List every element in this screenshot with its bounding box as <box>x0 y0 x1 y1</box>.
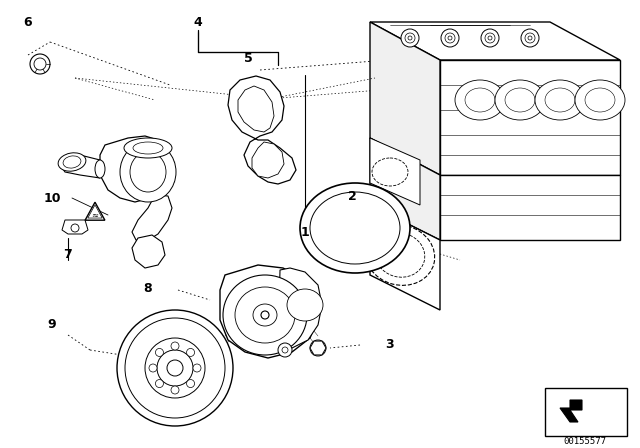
Ellipse shape <box>58 153 86 171</box>
Ellipse shape <box>235 287 295 343</box>
Circle shape <box>528 36 532 40</box>
Circle shape <box>157 350 193 386</box>
Text: 10: 10 <box>44 191 61 204</box>
Circle shape <box>186 349 195 357</box>
Circle shape <box>405 33 415 43</box>
Circle shape <box>167 360 183 376</box>
Ellipse shape <box>585 88 615 112</box>
Ellipse shape <box>545 88 575 112</box>
Circle shape <box>481 29 499 47</box>
Ellipse shape <box>575 80 625 120</box>
Polygon shape <box>440 60 620 175</box>
Text: 6: 6 <box>24 16 32 29</box>
Circle shape <box>278 343 292 357</box>
Polygon shape <box>132 235 165 268</box>
Circle shape <box>186 379 195 388</box>
Ellipse shape <box>300 183 410 273</box>
Circle shape <box>445 33 455 43</box>
Circle shape <box>282 347 288 353</box>
Ellipse shape <box>495 80 545 120</box>
Polygon shape <box>370 138 440 240</box>
Polygon shape <box>370 22 620 60</box>
Circle shape <box>401 29 419 47</box>
Polygon shape <box>100 136 172 202</box>
Text: 9: 9 <box>48 319 56 332</box>
Polygon shape <box>370 22 440 175</box>
Circle shape <box>171 342 179 350</box>
Text: 3: 3 <box>386 339 394 352</box>
Polygon shape <box>560 400 582 422</box>
Circle shape <box>485 33 495 43</box>
Circle shape <box>156 379 163 388</box>
Polygon shape <box>252 142 284 178</box>
Circle shape <box>521 29 539 47</box>
Circle shape <box>149 364 157 372</box>
Ellipse shape <box>133 142 163 154</box>
Circle shape <box>408 36 412 40</box>
Polygon shape <box>62 220 88 234</box>
Circle shape <box>310 340 326 356</box>
Ellipse shape <box>124 138 172 158</box>
Polygon shape <box>88 205 102 218</box>
Circle shape <box>71 224 79 232</box>
Polygon shape <box>370 205 440 310</box>
Ellipse shape <box>372 158 408 186</box>
Ellipse shape <box>465 88 495 112</box>
Circle shape <box>125 318 225 418</box>
Ellipse shape <box>505 88 535 112</box>
Polygon shape <box>132 195 172 242</box>
Text: 00155577: 00155577 <box>563 438 607 447</box>
Text: 7: 7 <box>63 249 72 262</box>
Ellipse shape <box>253 304 277 326</box>
Circle shape <box>448 36 452 40</box>
Ellipse shape <box>310 192 400 264</box>
Text: 5: 5 <box>244 52 252 65</box>
Ellipse shape <box>95 160 105 178</box>
Text: 4: 4 <box>194 16 202 29</box>
Text: 1: 1 <box>301 225 309 238</box>
Circle shape <box>261 311 269 319</box>
Circle shape <box>30 54 50 74</box>
Polygon shape <box>60 155 100 178</box>
Ellipse shape <box>287 289 323 321</box>
Polygon shape <box>278 268 322 350</box>
Polygon shape <box>440 175 620 240</box>
Circle shape <box>441 29 459 47</box>
Polygon shape <box>228 76 296 184</box>
Polygon shape <box>220 265 318 358</box>
Polygon shape <box>310 341 326 355</box>
Text: ≈: ≈ <box>92 211 99 220</box>
Polygon shape <box>85 202 105 220</box>
Ellipse shape <box>130 152 166 192</box>
Circle shape <box>34 58 46 70</box>
Circle shape <box>145 338 205 398</box>
Ellipse shape <box>223 275 307 355</box>
Ellipse shape <box>455 80 505 120</box>
Polygon shape <box>238 86 274 132</box>
Ellipse shape <box>63 156 81 168</box>
Circle shape <box>117 310 233 426</box>
Text: 8: 8 <box>144 281 152 294</box>
Circle shape <box>193 364 201 372</box>
Circle shape <box>171 386 179 394</box>
Ellipse shape <box>120 142 176 202</box>
Circle shape <box>314 344 322 352</box>
Text: 2: 2 <box>348 190 356 202</box>
Circle shape <box>525 33 535 43</box>
Polygon shape <box>370 138 420 205</box>
Ellipse shape <box>375 233 425 277</box>
Circle shape <box>156 349 163 357</box>
Ellipse shape <box>535 80 585 120</box>
Circle shape <box>488 36 492 40</box>
Ellipse shape <box>365 224 435 285</box>
Bar <box>545 388 627 436</box>
